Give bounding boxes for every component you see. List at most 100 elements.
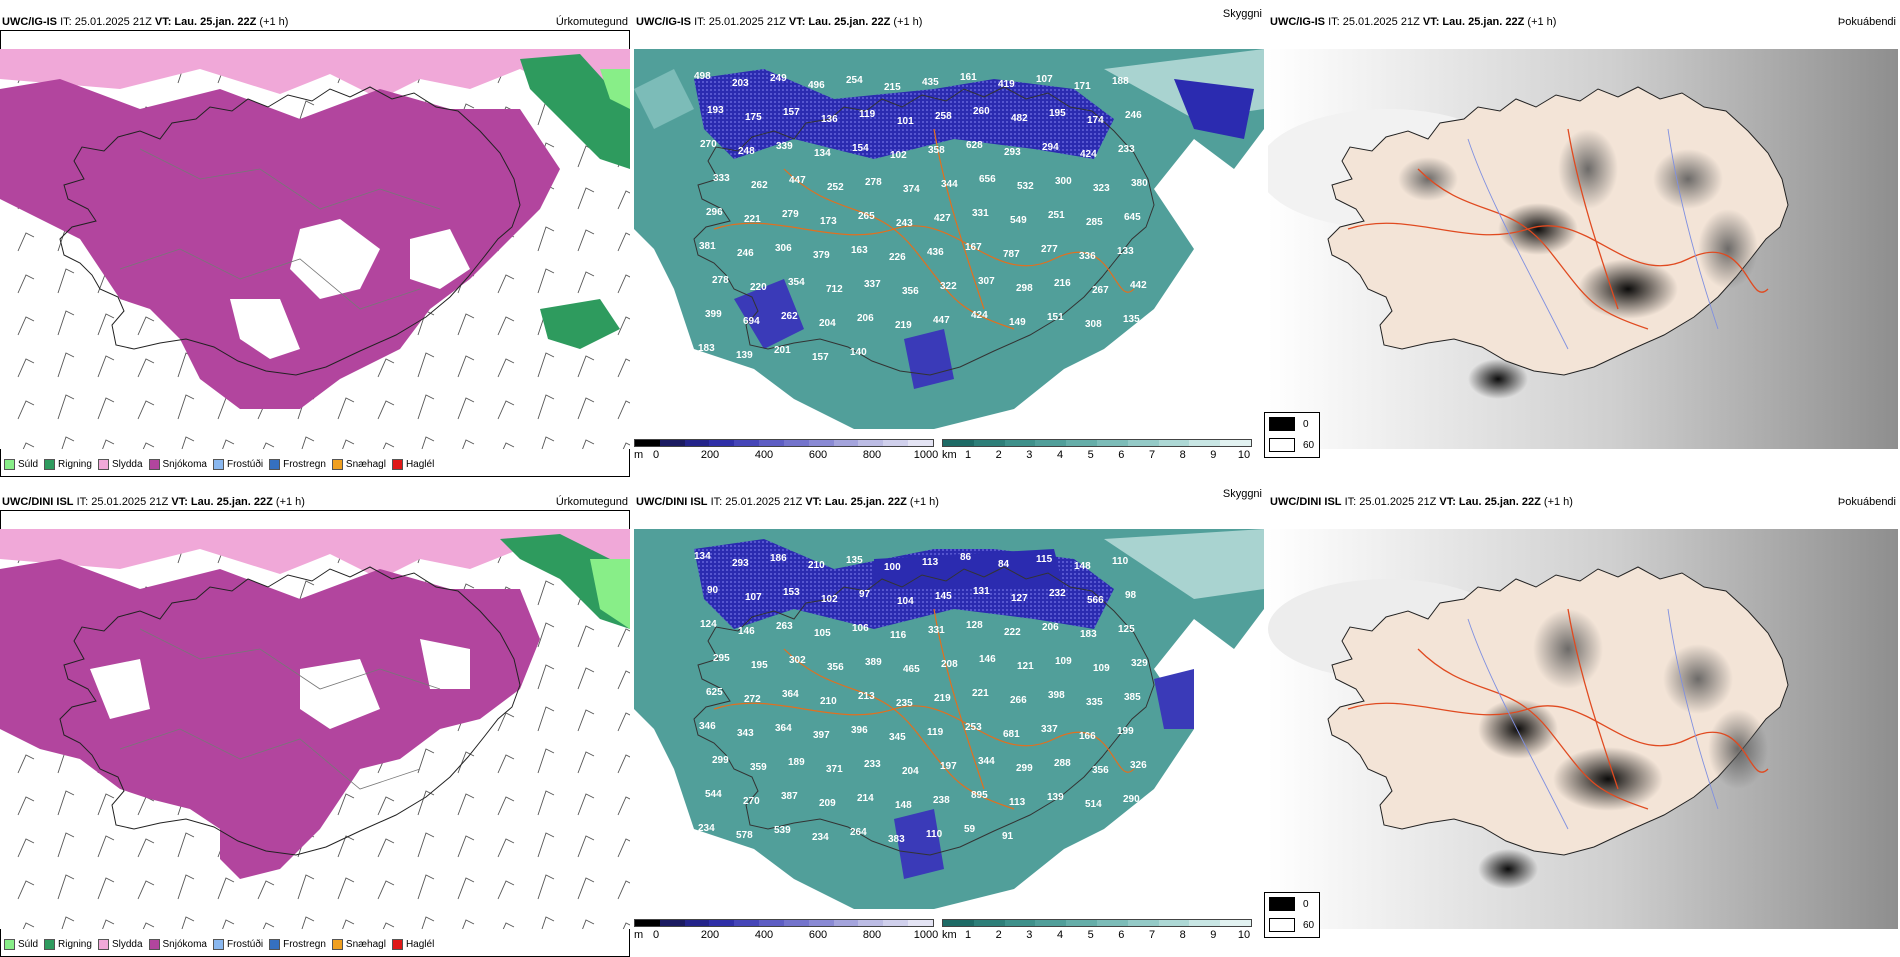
legend-label: Snæhagl <box>345 458 386 470</box>
model-name: UWC/DINI ISL <box>2 496 74 508</box>
wind-barb <box>577 709 595 732</box>
colorbar-segment <box>833 920 859 926</box>
colorbar-segment <box>973 920 1005 926</box>
legend-swatch <box>4 458 15 470</box>
visibility-value: 262 <box>781 311 798 322</box>
visibility-value: 204 <box>902 766 919 777</box>
panel-title: Úrkomutegund <box>555 16 628 28</box>
colorbar-segment <box>709 440 735 446</box>
visibility-value: 233 <box>864 759 881 770</box>
visibility-value: 214 <box>857 793 874 804</box>
colorbar-segment <box>1035 920 1067 926</box>
visibility-value: 146 <box>738 626 755 637</box>
valid-time-label: VT: <box>171 496 188 508</box>
wind-barb <box>622 442 630 449</box>
wind-barb <box>142 442 155 449</box>
colorbar-tick: 4 <box>1056 929 1064 941</box>
visibility-value: 331 <box>928 625 945 636</box>
wind-barb <box>537 790 555 816</box>
wind-barb <box>57 352 75 378</box>
visibility-value: 895 <box>971 790 988 801</box>
panel-title: Þokuábendi <box>1837 16 1896 28</box>
visibility-value: 157 <box>812 352 829 363</box>
visibility-value: 84 <box>998 559 1010 570</box>
wind-barb <box>377 880 395 900</box>
fog-legend-high: 60 <box>1303 919 1315 931</box>
visibility-value: 298 <box>1016 283 1033 294</box>
visibility-value: 258 <box>935 111 952 122</box>
legend-label: Frostregn <box>283 938 326 950</box>
legend-label: Rigning <box>58 458 92 470</box>
legend-item: Snæhagl <box>331 458 386 470</box>
visibility-value: 371 <box>826 764 843 775</box>
colorbar-tick: 9 <box>1210 449 1217 461</box>
colorbar-segment <box>659 920 685 926</box>
visibility-value: 209 <box>819 798 836 809</box>
wind-barb <box>17 838 35 858</box>
wind-barb <box>137 880 155 900</box>
wind-barb <box>577 877 595 900</box>
panel-header: UWC/IG-IS IT: 25.01.2025 21Z VT: Lau. 25… <box>1268 14 1898 48</box>
colorbar-tick: 400 <box>754 929 774 941</box>
wind-barb <box>137 316 155 336</box>
legend-swatch <box>44 458 56 470</box>
visibility-value: 300 <box>1055 176 1072 187</box>
wind-barb <box>537 874 555 900</box>
valid-time: Lau. 25.jan. 22Z <box>174 16 257 28</box>
visibility-value: 278 <box>865 177 882 188</box>
colorbar-segment <box>1066 440 1097 446</box>
visibility-value: 161 <box>960 72 977 83</box>
colorbar-tick: 6 <box>1118 449 1125 461</box>
visibility-value: 107 <box>1036 74 1053 85</box>
colorbar-tick: 3 <box>1026 929 1033 941</box>
visibility-value: 787 <box>1003 249 1020 260</box>
wind-barb <box>222 919 235 929</box>
visibility-value: 344 <box>978 756 995 767</box>
wind-barb <box>497 754 515 774</box>
wind-barb <box>497 400 515 420</box>
legend-item: Rigning <box>44 938 92 950</box>
visibility-value: 110 <box>926 829 943 840</box>
wind-barb <box>17 274 35 294</box>
wind-barb <box>617 712 630 732</box>
wind-barb <box>97 355 115 378</box>
lead-time: (+1 h) <box>893 16 923 28</box>
colorbar-tick: 1 <box>964 929 972 941</box>
valid-time: Lau. 25.jan. 22Z <box>190 496 273 508</box>
valid-time: Lau. 25.jan. 22Z <box>1458 496 1541 508</box>
visibility-value: 235 <box>896 698 913 709</box>
colorbar-tick: 2 <box>995 449 1002 461</box>
colorbar-segment <box>783 920 809 926</box>
fog-legend-high: 60 <box>1303 439 1315 451</box>
lead-time: (+1 h) <box>275 496 305 508</box>
visibility-value: 681 <box>1003 729 1020 740</box>
visibility-value: 107 <box>745 592 762 603</box>
visibility-value: 307 <box>978 276 995 287</box>
visibility-value: 278 <box>712 275 729 286</box>
visibility-value: 447 <box>933 315 950 326</box>
visibility-value: 532 <box>1017 181 1034 192</box>
visibility-value: 299 <box>712 755 729 766</box>
visibility-map: 134 293 186 210 135 100 113 86 84 115 148 110 90 107 1… <box>634 529 1264 929</box>
colorbar-tick: 5 <box>1087 449 1094 461</box>
legend-item: Slydda <box>97 938 143 950</box>
legend-item: Súld <box>4 458 38 470</box>
colorbar-segment <box>684 440 710 446</box>
visibility-value: 145 <box>935 591 952 602</box>
legend-swatch <box>4 938 15 950</box>
visibility-value: 140 <box>850 347 867 358</box>
valid-time-label: VT: <box>154 16 172 28</box>
colorbar-segment <box>734 920 760 926</box>
colorbar-segment <box>659 440 685 446</box>
fog-map <box>1268 529 1898 929</box>
valid-time: Lau. 25.jan. 22Z <box>824 496 907 508</box>
visibility-value: 131 <box>973 586 990 597</box>
visibility-value: 238 <box>933 795 950 806</box>
fog-legend-low: 0 <box>1303 898 1309 910</box>
precip-map <box>0 529 630 929</box>
visibility-value: 243 <box>896 218 913 229</box>
legend-swatch <box>44 938 56 950</box>
panel-header: UWC/DINI ISL IT: 25.01.2025 21Z VT: Lau.… <box>0 494 630 528</box>
wind-barb <box>622 922 630 929</box>
visibility-value: 288 <box>1054 758 1071 769</box>
